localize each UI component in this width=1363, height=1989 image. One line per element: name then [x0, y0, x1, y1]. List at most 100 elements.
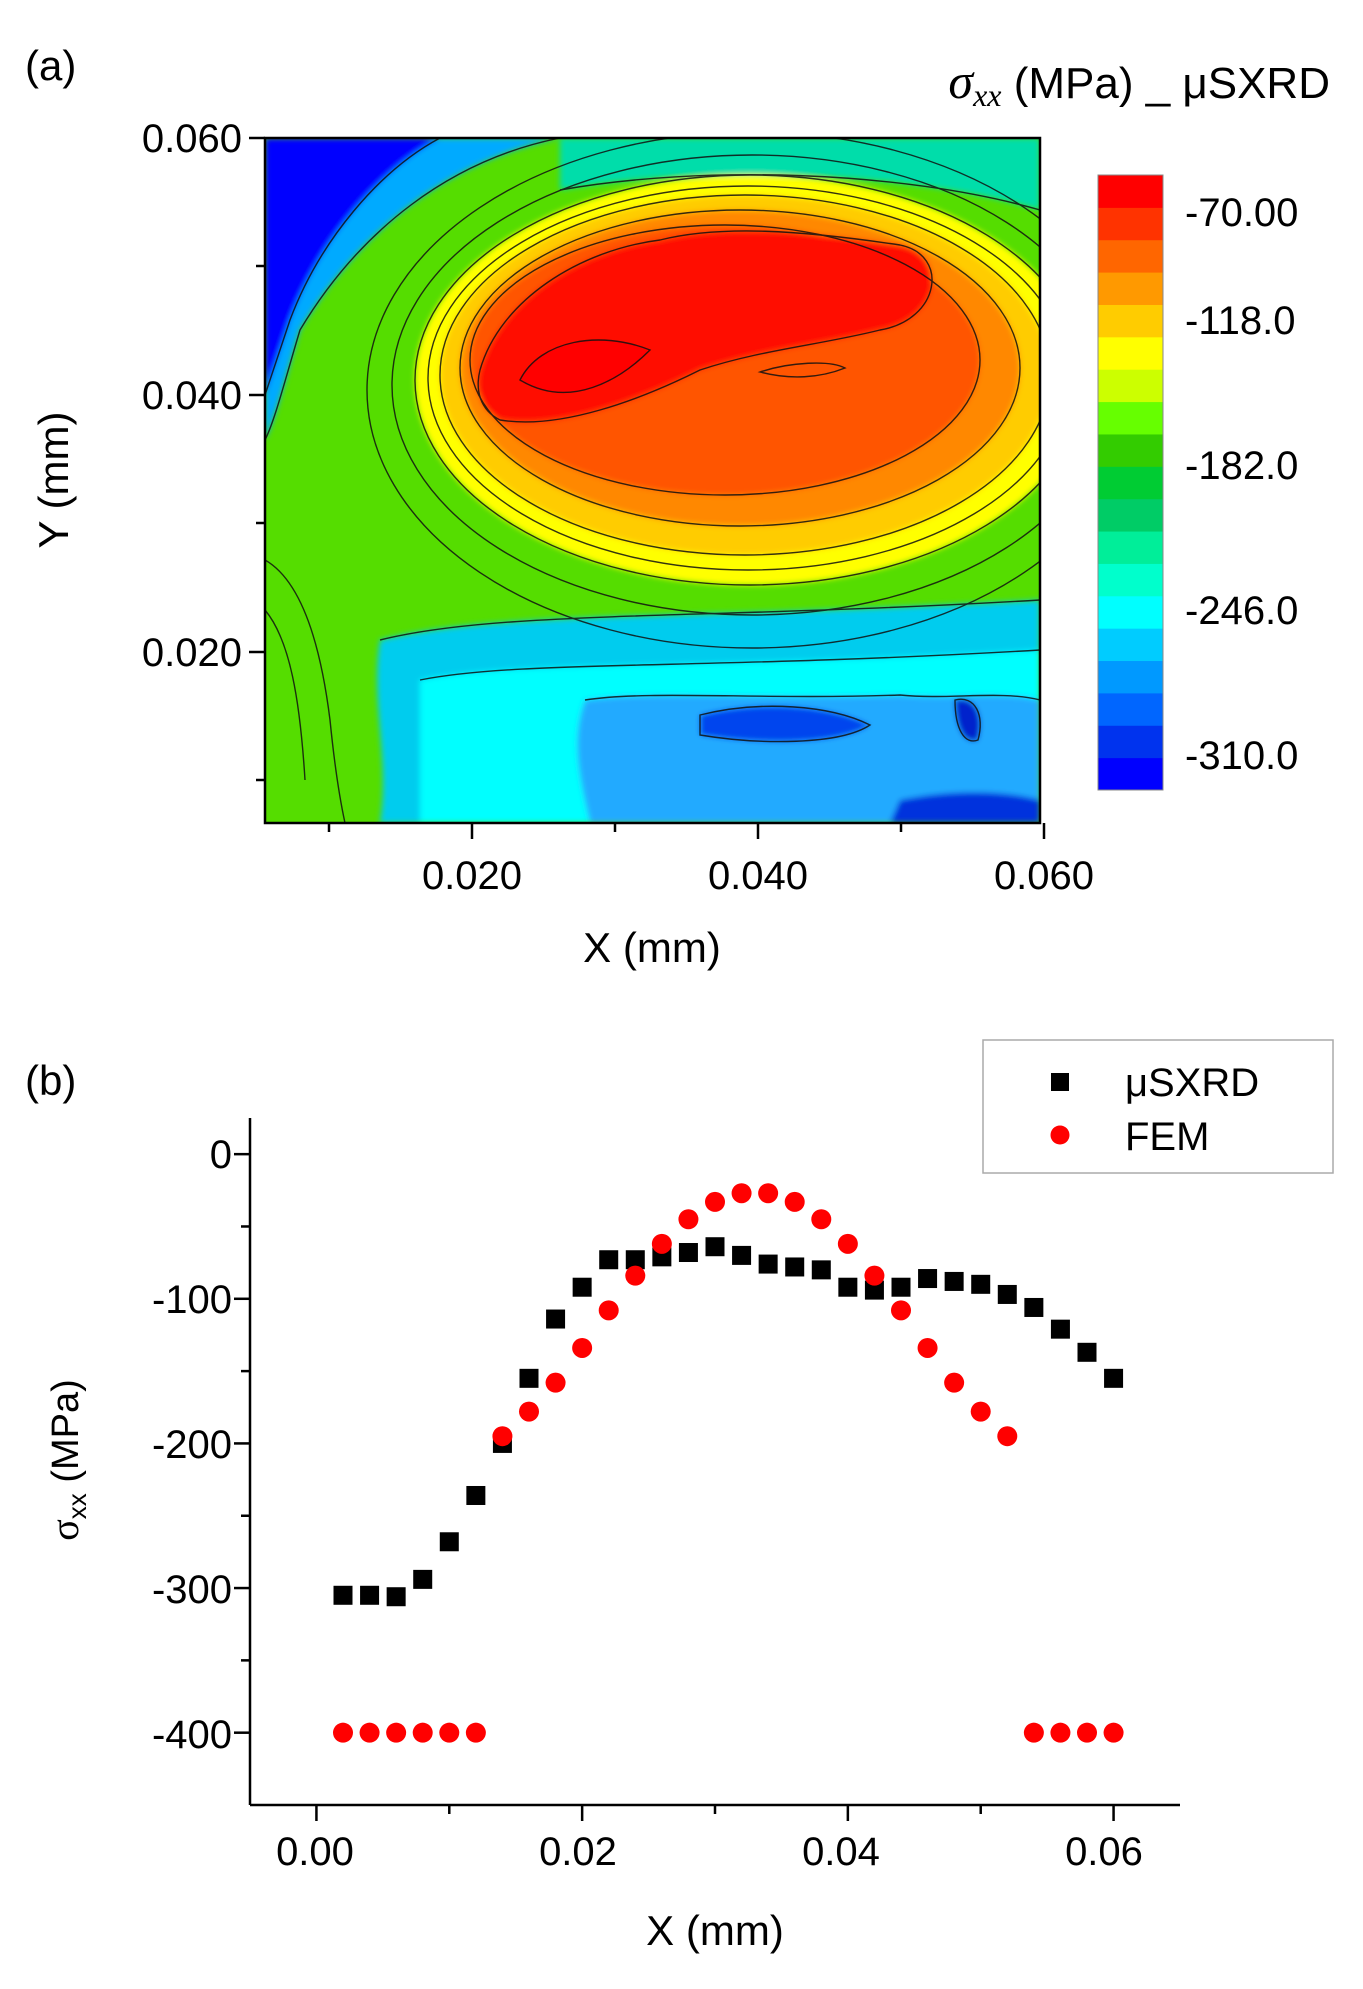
colorbar-segment: [1098, 401, 1163, 435]
data-point-musxrd: [864, 1280, 884, 1300]
data-point-fem: [1077, 1722, 1097, 1743]
data-point-fem: [784, 1191, 805, 1212]
data-point-fem: [598, 1300, 619, 1321]
data-point-fem: [386, 1722, 407, 1743]
panel-b: (b) 0.00 0.02 0.04 0.06 X (mm) 0 -100 -2…: [25, 1039, 1334, 1954]
deep-blue-corner: [265, 138, 440, 395]
colorbar-segment: [1098, 628, 1163, 662]
colorbar-label: -182.0: [1185, 444, 1298, 488]
data-point-fem: [465, 1722, 486, 1743]
colorbar-segment: [1098, 725, 1163, 759]
data-point-fem: [970, 1401, 991, 1422]
data-point-fem: [864, 1265, 885, 1286]
data-point-fem: [545, 1372, 566, 1393]
data-point-fem: [519, 1401, 539, 1422]
contour-map: [265, 138, 1040, 823]
colorbar: [1098, 175, 1163, 791]
colorbar-segment: [1098, 563, 1163, 597]
data-point-fem: [891, 1300, 911, 1321]
colorbar-frame: [1097, 174, 1164, 791]
data-point-fem: [997, 1426, 1018, 1447]
panel-a-label: (a): [25, 42, 76, 89]
data-point-musxrd: [785, 1257, 805, 1277]
data-point-fem: [572, 1337, 593, 1358]
x-tick-label-a: 0.040: [708, 854, 808, 898]
contour-map-frame: [263, 136, 1042, 825]
data-point-fem: [651, 1233, 672, 1254]
x-tick-label-a: 0.060: [994, 854, 1094, 898]
data-point-musxrd: [758, 1254, 778, 1274]
scatter-series: [333, 1183, 1124, 1743]
legend: μSXRD FEM: [982, 1039, 1334, 1174]
colorbar-segment: [1098, 498, 1163, 532]
data-point-musxrd: [466, 1485, 486, 1505]
x-tick-label-b: 0.00: [276, 1830, 354, 1874]
colorbar-label: -246.0: [1185, 589, 1298, 633]
y-tick-label-b: -300: [152, 1568, 232, 1612]
data-point-musxrd: [705, 1237, 725, 1257]
colorbar-segment: [1098, 757, 1163, 791]
bottom-blue-edge: [890, 792, 1040, 823]
data-point-fem: [917, 1337, 938, 1358]
x-axis-title-a: X (mm): [583, 924, 721, 971]
colorbar-segment: [1098, 369, 1163, 403]
red-center: [520, 340, 650, 393]
data-point-musxrd: [360, 1585, 380, 1605]
data-point-musxrd: [971, 1274, 991, 1294]
data-point-musxrd: [1104, 1368, 1124, 1388]
y-tick-label-b: 0: [210, 1133, 232, 1177]
blue-pocket-bottom: [577, 695, 1040, 823]
colorbar-segment: [1098, 175, 1163, 208]
data-point-musxrd: [546, 1309, 566, 1329]
x-axis-a: [327, 823, 1046, 839]
data-point-fem: [492, 1426, 513, 1447]
y-tick-label-b: -200: [152, 1423, 232, 1467]
colorbar-segment: [1098, 272, 1163, 305]
data-point-musxrd: [1077, 1342, 1097, 1362]
y-tick-label-b: -400: [152, 1713, 232, 1757]
colorbar-segment: [1098, 239, 1163, 273]
data-point-fem: [1103, 1722, 1124, 1743]
data-point-musxrd: [732, 1245, 752, 1265]
legend-label-fem: FEM: [1125, 1115, 1209, 1159]
data-point-fem: [625, 1265, 646, 1286]
panel-a: (a) σxx (MPa) _ μSXRD: [25, 42, 1330, 971]
y-axis-title-a: Y (mm): [30, 412, 77, 549]
data-point-fem: [1050, 1722, 1071, 1743]
data-point-fem: [731, 1183, 752, 1204]
data-point-musxrd: [1050, 1319, 1070, 1339]
data-point-musxrd: [918, 1269, 938, 1289]
data-point-musxrd: [944, 1271, 964, 1291]
data-point-musxrd: [572, 1277, 592, 1297]
legend-marker-fem: [1050, 1125, 1070, 1145]
colorbar-segment: [1098, 466, 1163, 500]
y-axis-a: [249, 136, 265, 782]
legend-marker-musxrd: [1051, 1073, 1069, 1091]
data-point-fem: [1023, 1722, 1044, 1743]
dark-blue-spot: [955, 699, 981, 741]
legend-label-musxrd: μSXRD: [1125, 1061, 1259, 1105]
data-point-musxrd: [599, 1250, 619, 1270]
data-point-musxrd: [891, 1277, 911, 1297]
y-tick-label-a: 0.060: [142, 117, 242, 161]
colorbar-segment: [1098, 660, 1163, 694]
contour-map-title: σxx (MPa) _ μSXRD: [948, 53, 1330, 113]
data-point-fem: [837, 1233, 858, 1254]
x-tick-label-a: 0.020: [422, 854, 522, 898]
data-point-fem: [359, 1722, 380, 1743]
colorbar-segment: [1098, 531, 1163, 564]
legend-box: [982, 1039, 1334, 1174]
colorbar-label: -70.00: [1185, 191, 1298, 235]
ticks-b: [234, 1152, 1115, 1821]
colorbar-segment: [1098, 433, 1163, 467]
axes-b: [248, 1118, 1180, 1807]
colorbar-label: -118.0: [1185, 299, 1295, 343]
data-point-musxrd: [838, 1277, 858, 1297]
colorbar-segment: [1098, 207, 1163, 241]
data-point-musxrd: [678, 1243, 698, 1263]
data-point-musxrd: [625, 1250, 645, 1270]
x-tick-label-b: 0.06: [1065, 1830, 1143, 1874]
colorbar-segment: [1098, 595, 1163, 629]
data-point-fem: [811, 1209, 832, 1230]
data-point-musxrd: [519, 1368, 539, 1388]
